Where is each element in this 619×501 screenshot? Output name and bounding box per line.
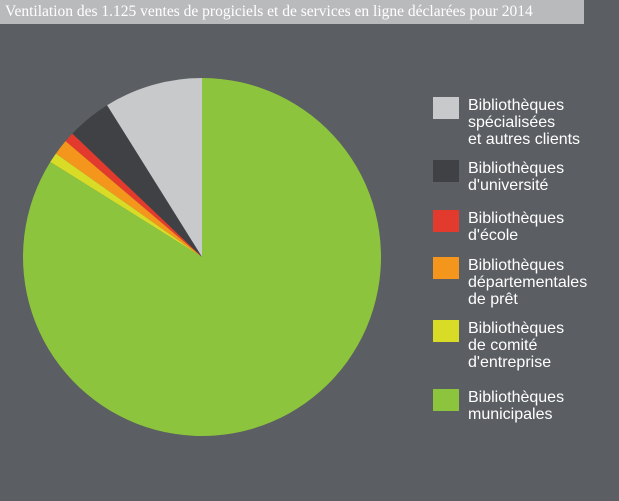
pie-slice-comite-entreprise bbox=[50, 153, 202, 257]
chart-title: Ventilation des 1.125 ventes de progicie… bbox=[5, 3, 533, 20]
legend-swatch bbox=[433, 210, 459, 232]
legend-label: Bibliothèques d'école bbox=[468, 210, 565, 244]
legend-swatch bbox=[433, 160, 459, 182]
pie-slice-universite bbox=[72, 105, 202, 258]
legend-swatch bbox=[433, 257, 459, 279]
legend-label: Bibliothèques départementales de prêt bbox=[468, 257, 588, 308]
pie-slice-ecole bbox=[65, 133, 203, 257]
legend-item-ecole: Bibliothèques d'école bbox=[433, 210, 564, 244]
pie-slice-departementales bbox=[55, 141, 202, 257]
title-bar: Ventilation des 1.125 ventes de progicie… bbox=[0, 0, 584, 24]
legend-item-comite-entreprise: Bibliothèques de comité d'entreprise bbox=[433, 320, 564, 371]
pie-slice-municipales bbox=[23, 78, 382, 437]
legend-label: Bibliothèques spécialisées et autres cli… bbox=[468, 97, 581, 148]
legend-item-universite: Bibliothèques d'université bbox=[433, 160, 564, 194]
legend-label: Bibliothèques d'université bbox=[468, 160, 565, 194]
legend-item-departementales: Bibliothèques départementales de prêt bbox=[433, 257, 587, 308]
legend-item-specialisees: Bibliothèques spécialisées et autres cli… bbox=[433, 97, 580, 148]
legend-label: Bibliothèques municipales bbox=[468, 389, 565, 423]
pie-slice-specialisees bbox=[107, 78, 202, 257]
legend-label: Bibliothèques de comité d'entreprise bbox=[468, 320, 565, 371]
legend-swatch bbox=[433, 389, 459, 411]
legend-item-municipales: Bibliothèques municipales bbox=[433, 389, 564, 423]
legend-swatch bbox=[433, 320, 459, 342]
legend-swatch bbox=[433, 97, 459, 119]
